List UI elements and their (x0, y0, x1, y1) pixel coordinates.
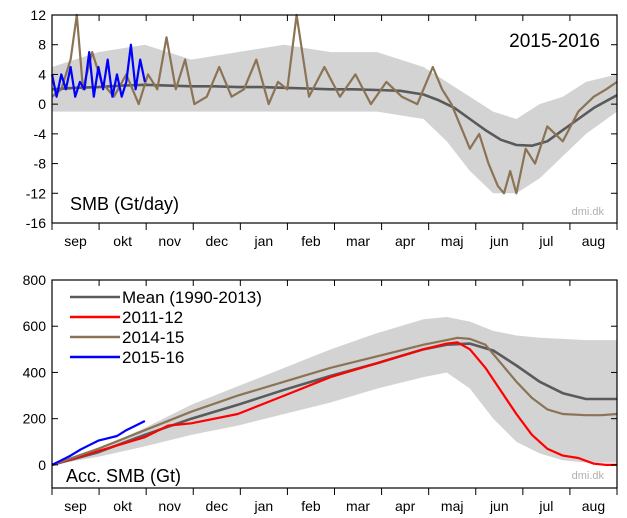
daily-smb-inset-label: SMB (Gt/day) (70, 194, 179, 214)
daily-ytick-label: 4 (38, 66, 46, 82)
acc-month-label-apr: apr (395, 498, 416, 514)
daily-month-label-nov: nov (158, 233, 181, 249)
acc-series-2015-16 (51, 420, 146, 466)
acc-ytick-label: 800 (23, 272, 47, 288)
acc-ytick-label: 200 (23, 411, 47, 427)
daily-month-label-apr: apr (395, 233, 416, 249)
acc-month-label-feb: feb (301, 498, 321, 514)
daily-month-label-jun: jun (489, 233, 509, 249)
daily-month-label-okt: okt (113, 233, 132, 249)
acc-month-label-aug: aug (582, 498, 605, 514)
daily-smb-credit: dmi.dk (572, 206, 605, 218)
daily-series-2015-16 (50, 43, 146, 98)
daily-series-mean-1990-2013 (51, 83, 618, 147)
acc-ytick-label: 0 (38, 457, 46, 473)
accumulated-smb-inset-label: Acc. SMB (Gt) (66, 466, 181, 486)
acc-month-label-jul: jul (538, 498, 553, 514)
daily-month-label-sep: sep (64, 233, 87, 249)
daily-range-band (52, 44, 617, 194)
daily-ytick-label: 12 (30, 7, 46, 23)
daily-month-label-dec: dec (206, 233, 229, 249)
acc-month-label-dec: dec (206, 498, 229, 514)
acc-month-label-jan: jan (254, 498, 274, 514)
acc-month-label-jun: jun (489, 498, 509, 514)
acc-month-label-sep: sep (64, 498, 87, 514)
daily-month-label-feb: feb (301, 233, 321, 249)
accumulated-smb-panel: 800 600 400 200 0 sep okt nov dec jan feb mar apr ma… (23, 272, 618, 514)
daily-ytick-label: -8 (34, 156, 47, 172)
acc-month-label-okt: okt (113, 498, 132, 514)
acc-ytick-label: 400 (23, 364, 47, 380)
daily-ytick-label: 0 (38, 96, 46, 112)
daily-ytick-label: 8 (38, 37, 46, 53)
acc-month-label-maj: maj (441, 498, 464, 514)
daily-ytick-label: -4 (34, 126, 47, 142)
daily-ytick-label: -12 (26, 185, 46, 201)
acc-series-2011-12 (51, 341, 617, 466)
legend-label-mean-1990-2013: Mean (1990-2013) (122, 288, 262, 307)
daily-month-label-maj: maj (441, 233, 464, 249)
acc-ytick-label: 600 (23, 318, 47, 334)
daily-month-label-jan: jan (254, 233, 274, 249)
season-title: 2015-2016 (509, 31, 600, 52)
daily-month-label-aug: aug (582, 233, 605, 249)
daily-ytick-label: -16 (26, 215, 46, 231)
accumulated-smb-credit: dmi.dk (572, 470, 605, 482)
legend-label-2015-16: 2015-16 (122, 348, 184, 367)
daily-series-2014-15 (51, 13, 618, 195)
acc-range-band (52, 316, 617, 465)
acc-series-2014-15 (51, 336, 618, 466)
legend-label-2014-15: 2014-15 (122, 328, 184, 347)
daily-month-label-mar: mar (346, 233, 370, 249)
daily-smb-panel: 12 8 4 0 -4 -8 -12 -16 sep okt nov dec jan feb mar apr… (26, 7, 618, 249)
acc-month-label-nov: nov (158, 498, 181, 514)
acc-month-label-mar: mar (346, 498, 370, 514)
daily-month-label-jul: jul (538, 233, 553, 249)
legend-label-2011-12: 2011-12 (122, 308, 183, 327)
